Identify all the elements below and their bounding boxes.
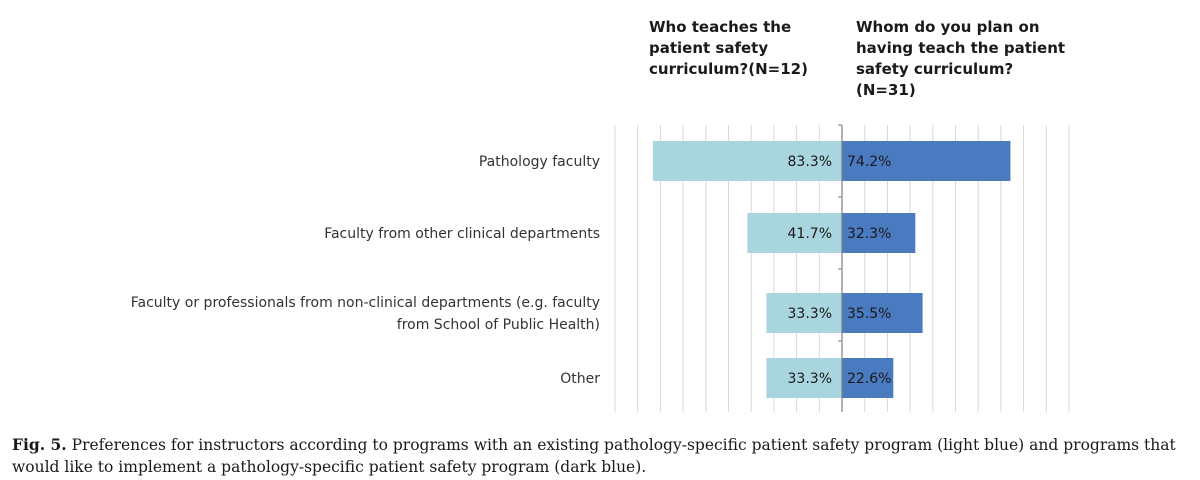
bar-right (842, 293, 923, 333)
category-label: Faculty from other clinical departments (324, 226, 600, 242)
bar-right (842, 213, 916, 253)
figure-caption: Fig. 5. Preferences for instructors acco… (12, 434, 1192, 478)
data-label-left: 41.7% (788, 226, 832, 242)
bar-left (652, 141, 842, 181)
category-label: Faculty or professionals from non-clinic… (131, 295, 600, 311)
bar-left (747, 213, 842, 253)
data-label-left: 83.3% (788, 154, 832, 170)
plot-area: 83.3% 74.2% Pathology faculty 41.7% 32.3% Fac… (131, 124, 1070, 412)
caption-label: Fig. 5. (12, 435, 67, 454)
data-label-right: 35.5% (847, 306, 891, 322)
data-label-left: 33.3% (788, 306, 832, 322)
category-label: Other (560, 371, 600, 387)
category-label: Pathology faculty (479, 154, 600, 170)
data-label-right: 74.2% (847, 154, 891, 170)
data-label-right: 32.3% (847, 226, 891, 242)
caption-text: Preferences for instructors according to… (12, 436, 1176, 476)
bar-left (766, 358, 842, 398)
data-label-left: 33.3% (788, 371, 832, 387)
category-label: from School of Public Health) (397, 317, 600, 333)
data-label-right: 22.6% (847, 371, 891, 387)
right-series-header: Whom do you plan on having teach the pat… (856, 18, 1066, 99)
bar-right (842, 141, 1011, 181)
left-series-header: Who teaches the patient safety curriculu… (649, 18, 808, 78)
bar-right (842, 358, 894, 398)
bar-left (766, 293, 842, 333)
